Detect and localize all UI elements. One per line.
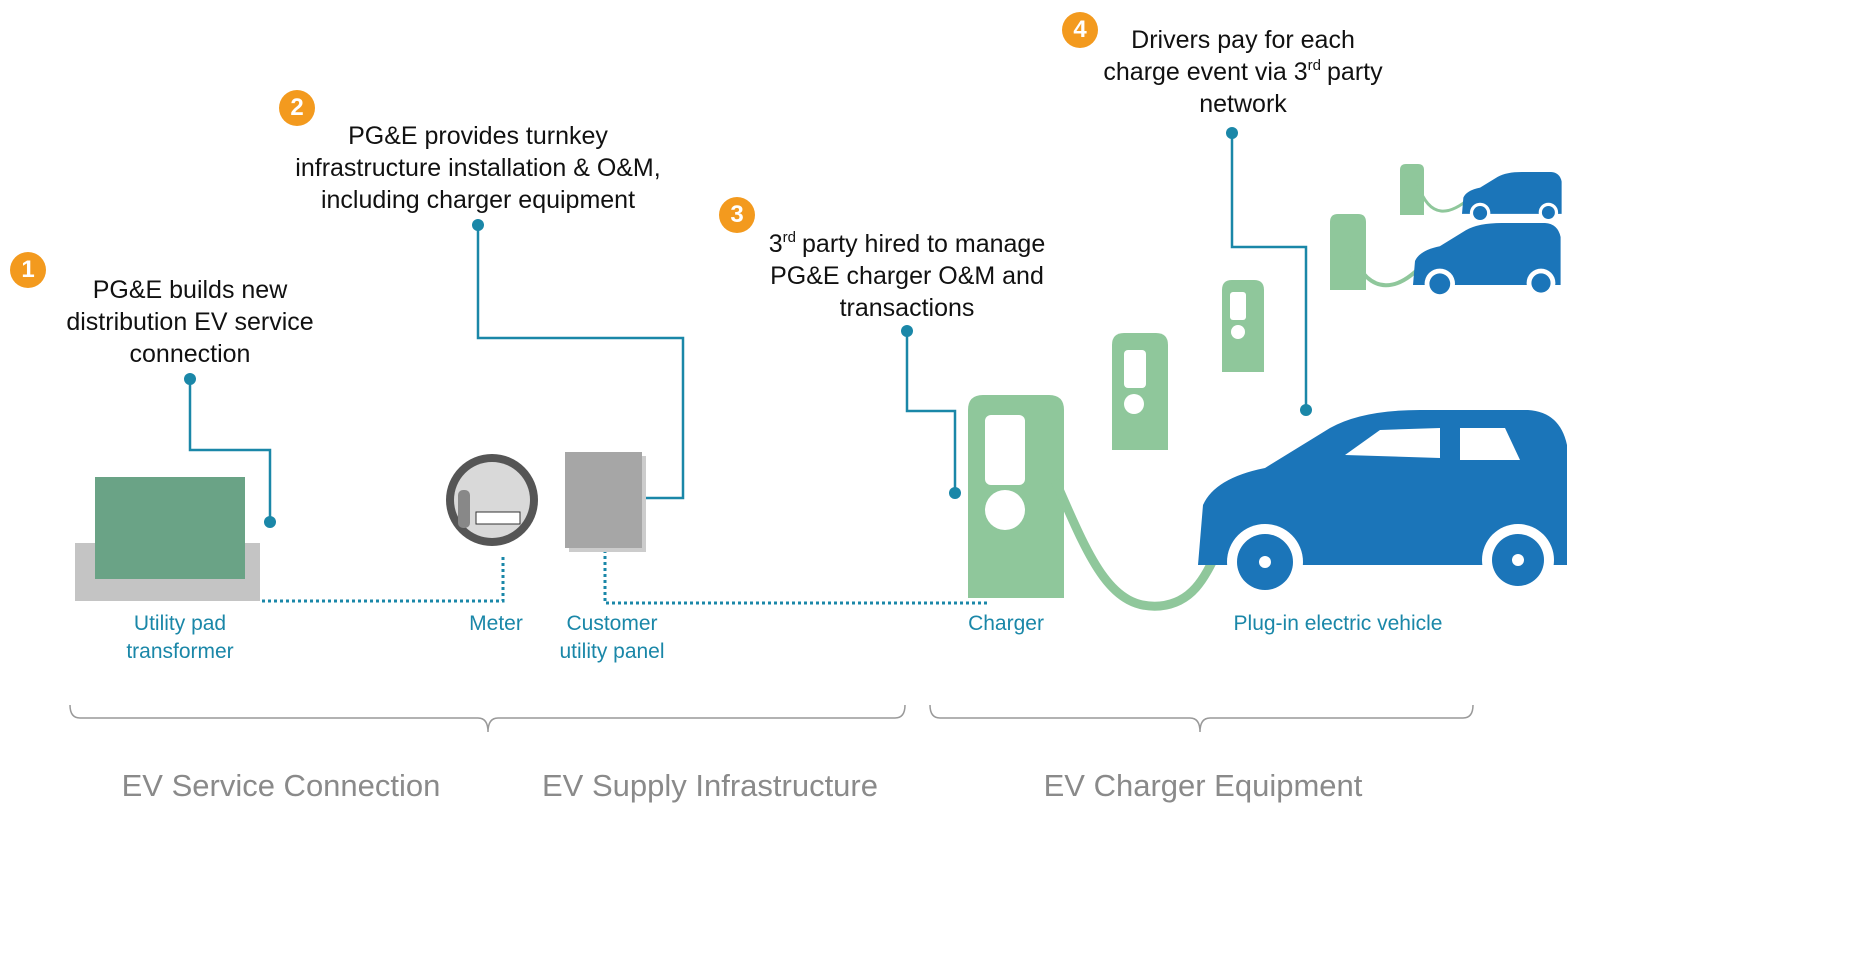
superscript: rd <box>1308 57 1321 74</box>
dot <box>184 373 196 385</box>
step-badge: 4 <box>1062 12 1098 48</box>
component-label: Meter <box>469 610 523 638</box>
step-line: PG&E builds new <box>66 274 313 306</box>
wiring <box>262 550 990 603</box>
dot <box>1226 127 1238 139</box>
label-line: Meter <box>469 610 523 638</box>
car-hub <box>1512 554 1524 566</box>
step-line: Drivers pay for each <box>1103 24 1382 56</box>
label-line: Utility pad <box>126 610 233 638</box>
meter-plug <box>458 490 470 528</box>
component-label: Utility pad transformer <box>126 610 233 666</box>
section-label: EV Service Connection <box>122 768 441 804</box>
superscript: rd <box>783 229 796 246</box>
brace-left <box>70 705 905 732</box>
step-line: infrastructure installation & O&M, <box>295 152 660 184</box>
dot <box>949 487 961 499</box>
text: charge event via 3 <box>1103 58 1307 86</box>
car-small <box>1413 223 1561 299</box>
car-hub <box>1259 556 1271 568</box>
step-text: 3rd party hired to manage PG&E charger O&… <box>769 228 1045 324</box>
label-line: Charger <box>968 610 1044 638</box>
step-line: PG&E charger O&M and <box>769 260 1045 292</box>
label-line: utility panel <box>559 638 664 666</box>
component-label: Charger <box>968 610 1044 638</box>
step-text: PG&E provides turnkey infrastructure ins… <box>295 120 660 216</box>
step-line: distribution EV service <box>66 306 313 338</box>
step-line: 3rd party hired to manage <box>769 228 1045 260</box>
wire <box>605 550 990 603</box>
panel <box>565 452 646 552</box>
step-badge: 3 <box>719 197 755 233</box>
dot <box>1300 404 1312 416</box>
step-line: PG&E provides turnkey <box>295 120 660 152</box>
charger-small <box>1330 214 1366 290</box>
braces <box>70 705 1473 732</box>
diagram: 1 PG&E builds new distribution EV servic… <box>0 0 1854 953</box>
cable <box>1418 185 1470 211</box>
step-text: Drivers pay for each charge event via 3r… <box>1103 24 1382 120</box>
artwork <box>0 0 1854 953</box>
charger-socket <box>1124 394 1144 414</box>
component-label: Customer utility panel <box>559 610 664 666</box>
dot <box>472 219 484 231</box>
text: party <box>1327 58 1383 86</box>
connector-3 <box>907 331 955 493</box>
label-line: transformer <box>126 638 233 666</box>
charger-slot <box>985 415 1025 485</box>
charger-slot <box>1124 350 1146 388</box>
step-line: transactions <box>769 292 1045 324</box>
brace-right <box>930 705 1473 732</box>
component-label: Plug-in electric vehicle <box>1234 610 1443 638</box>
text: 3 <box>769 230 783 258</box>
step-text: PG&E builds new distribution EV service … <box>66 274 313 370</box>
label-line: Customer <box>559 610 664 638</box>
section-label: EV Charger Equipment <box>1044 768 1363 804</box>
transformer <box>75 477 260 601</box>
label-line: Plug-in electric vehicle <box>1234 610 1443 638</box>
step-line: including charger equipment <box>295 184 660 216</box>
panel-box <box>565 452 642 548</box>
section-label: EV Supply Infrastructure <box>542 768 878 804</box>
text: party hired to manage <box>802 230 1045 258</box>
step-line: network <box>1103 88 1382 120</box>
meter-display <box>476 512 520 524</box>
car-small <box>1462 172 1562 223</box>
charger-socket <box>985 490 1025 530</box>
dot <box>901 325 913 337</box>
meter <box>446 454 538 546</box>
step-line: connection <box>66 338 313 370</box>
charger-socket <box>1231 325 1245 339</box>
charger-slot <box>1230 292 1246 320</box>
cars <box>1198 172 1567 600</box>
wire <box>262 556 503 601</box>
dot <box>264 516 276 528</box>
step-badge: 1 <box>10 252 46 288</box>
transformer-box <box>95 477 245 579</box>
